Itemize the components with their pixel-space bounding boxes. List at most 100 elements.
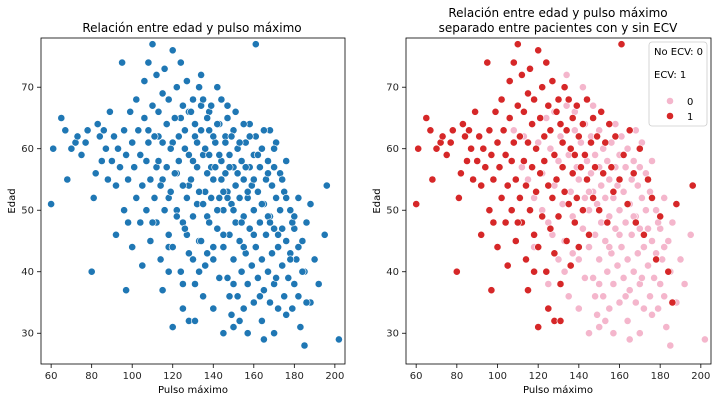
- data-point-left-254: [199, 200, 207, 208]
- plot-frame-left: [40, 37, 346, 365]
- data-point-left-45: [237, 267, 246, 276]
- data-point-left-210: [154, 107, 163, 116]
- data-point-left-279: [233, 169, 242, 178]
- data-point-left-220: [164, 95, 173, 104]
- data-point-right-group1-116: [579, 120, 587, 128]
- data-point-right-group0-109: [668, 218, 677, 227]
- data-point-right-group1-147: [652, 255, 660, 264]
- data-point-left-117: [270, 329, 278, 338]
- data-point-right-group1-144: [640, 230, 648, 239]
- data-point-right-group1-96: [556, 280, 565, 288]
- data-point-right-group1-152: [688, 181, 697, 190]
- chart-title-right-line1: Relación entre edad y pulso máximo: [448, 6, 667, 20]
- data-point-left-195: [140, 114, 149, 122]
- data-point-right-group1-79: [540, 132, 549, 141]
- data-point-right-group1-135: [611, 132, 620, 141]
- data-point-right-group1-75: [536, 114, 545, 122]
- data-point-left-233: [178, 101, 187, 110]
- data-point-right-group1-126: [593, 132, 601, 141]
- data-point-left-197: [142, 206, 151, 215]
- data-point-right-group0-89: [642, 206, 650, 215]
- data-point-left-93: [280, 292, 289, 301]
- data-point-right-group0-70: [623, 144, 632, 153]
- data-point-left-64: [253, 273, 262, 282]
- data-point-left-286: [249, 175, 258, 184]
- data-point-left-215: [160, 206, 169, 215]
- data-point-left-185: [128, 243, 137, 251]
- data-point-left-60: [249, 206, 258, 215]
- data-point-left-183: [124, 175, 133, 184]
- data-point-left-255: [201, 144, 210, 153]
- data-point-right-group1-140: [625, 126, 634, 135]
- data-point-left-211: [156, 255, 165, 264]
- data-point-left-218: [162, 120, 171, 128]
- data-point-left-213: [158, 89, 167, 98]
- data-point-left-41: [233, 292, 242, 301]
- x-axis-label-left: Pulso máximo: [158, 384, 228, 396]
- data-point-left-293: [270, 144, 278, 153]
- data-point-right-group1-84: [544, 181, 553, 190]
- data-point-right-group0-95: [648, 237, 656, 245]
- data-point-left-212: [156, 181, 165, 190]
- data-point-right-group1-70: [530, 95, 538, 104]
- data-point-right-group1-106: [566, 261, 575, 270]
- data-point-left-193: [138, 261, 147, 270]
- data-point-right-group1-42: [501, 150, 510, 159]
- data-point-right-group0-126: [638, 273, 646, 282]
- data-point-left-88: [274, 243, 282, 251]
- data-point-right-group0-117: [635, 329, 644, 338]
- data-point-left-299: [298, 267, 307, 276]
- data-point-right-group1-123: [589, 193, 597, 202]
- data-point-right-group0-122: [621, 292, 630, 301]
- data-point-right-group1-99: [560, 83, 569, 92]
- data-point-right-group1-105: [566, 144, 575, 153]
- data-point-right-group0-146: [560, 267, 569, 276]
- data-point-left-277: [229, 206, 238, 215]
- data-point-right-group1-119: [583, 175, 591, 184]
- data-point-right-group1-115: [577, 163, 585, 172]
- data-point-right-group1-77: [538, 83, 547, 92]
- data-point-left-297: [286, 255, 295, 264]
- data-point-right-group1-80: [540, 157, 549, 165]
- data-point-left-33: [225, 150, 234, 159]
- data-point-left-257: [203, 114, 212, 122]
- data-point-right-group1-18: [467, 144, 475, 153]
- x-tick-label-right-120: 120: [529, 371, 548, 382]
- data-point-left-149: [225, 292, 234, 301]
- data-point-right-group1-40: [499, 126, 508, 135]
- data-point-left-295: [278, 175, 287, 184]
- data-point-left-180: [122, 286, 130, 295]
- data-point-left-34: [227, 310, 236, 319]
- data-point-right-group0-67: [621, 163, 630, 172]
- data-point-right-group1-155: [534, 323, 543, 331]
- data-point-left-75: [264, 267, 272, 276]
- data-point-right-group0-115: [666, 341, 675, 350]
- data-point-right-group0-76: [629, 157, 638, 165]
- data-point-right-group0-84: [635, 163, 644, 172]
- data-point-right-group0-23: [581, 193, 589, 202]
- data-point-left-306: [178, 304, 187, 313]
- data-point-left-70: [257, 144, 266, 153]
- data-point-left-269: [217, 175, 226, 184]
- data-point-right-group0-54: [611, 224, 620, 233]
- data-point-left-278: [231, 107, 240, 116]
- data-point-left-17: [205, 126, 214, 135]
- data-point-right-group0-83: [635, 224, 644, 233]
- data-point-left-115: [300, 341, 309, 350]
- data-point-left-104: [294, 292, 303, 301]
- chart-title-right-line2: separado entre pacientes con y sin ECV: [439, 21, 679, 35]
- data-point-right-group1-4: [428, 175, 437, 184]
- data-point-right-group1-156: [544, 304, 553, 313]
- data-point-right-group0-66: [621, 218, 630, 227]
- data-point-right-group0-91: [644, 261, 652, 270]
- data-point-left-290: [259, 126, 268, 135]
- data-point-left-91: [278, 261, 287, 270]
- data-point-left-59: [249, 298, 258, 307]
- data-point-right-group1-39: [497, 95, 506, 104]
- data-point-left-237: [182, 77, 191, 85]
- data-point-right-group0-114: [701, 335, 709, 344]
- data-point-left-292: [266, 218, 274, 227]
- data-point-left-303: [148, 218, 157, 227]
- legend-marker-1: [666, 112, 674, 120]
- data-point-right-group0-105: [660, 193, 669, 202]
